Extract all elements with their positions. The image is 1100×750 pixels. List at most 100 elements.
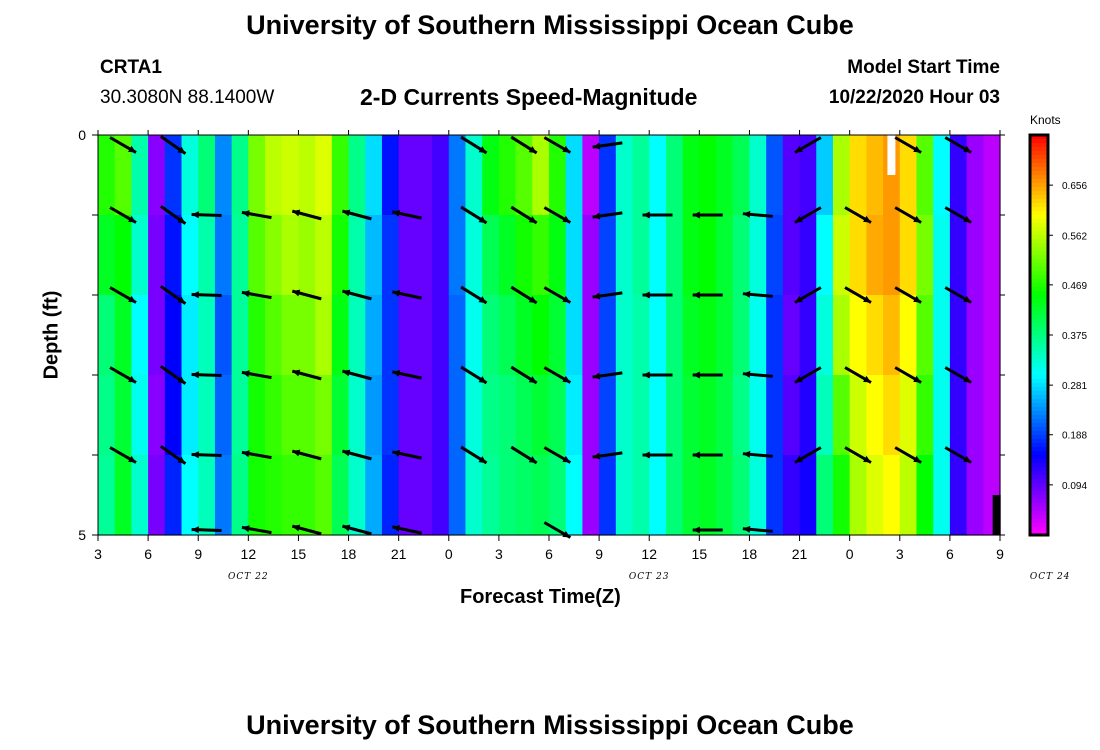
colorbar-segment bbox=[1030, 483, 1048, 488]
heatmap-cell bbox=[816, 375, 834, 456]
colorbar-segment bbox=[1030, 447, 1048, 452]
heatmap-cell bbox=[315, 375, 333, 456]
heatmap-cell bbox=[899, 135, 918, 216]
x-axis: 3 6 9 12 15 18 21 0 3 6 9 12 15 18 21 0 3 6 9 OCT 22 OCT 23 O… bbox=[94, 130, 1071, 582]
x-tick-label: 12 bbox=[241, 546, 257, 562]
colorbar-segment bbox=[1030, 471, 1048, 476]
current-arrow bbox=[894, 446, 922, 464]
heatmap-cell bbox=[933, 375, 951, 456]
colorbar-tick-label: 0.281 bbox=[1062, 381, 1087, 392]
date-label: OCT 24 bbox=[1030, 572, 1071, 582]
heatmap-cell bbox=[832, 215, 851, 296]
heatmap-cell bbox=[582, 215, 600, 296]
heatmap-cell bbox=[716, 375, 734, 456]
heatmap-cell bbox=[181, 455, 199, 536]
heatmap-cell bbox=[966, 295, 984, 376]
colorbar-segment bbox=[1030, 283, 1048, 288]
heatmap-cell bbox=[632, 455, 650, 536]
heatmap-cell bbox=[866, 455, 884, 536]
current-arrow bbox=[543, 286, 572, 304]
heatmap-cell bbox=[549, 375, 567, 456]
heatmap-cell bbox=[315, 135, 333, 216]
heatmap-cell bbox=[415, 295, 433, 376]
current-arrow bbox=[342, 449, 372, 461]
current-arrow bbox=[241, 210, 272, 220]
heatmap-cell bbox=[916, 455, 934, 536]
heatmap-cell bbox=[432, 455, 450, 536]
colorbar-segment bbox=[1030, 363, 1048, 368]
heatmap-cell bbox=[465, 295, 483, 376]
colorbar-segment bbox=[1030, 319, 1048, 324]
heatmap-cell bbox=[98, 455, 116, 536]
heatmap-cell bbox=[532, 375, 550, 456]
heatmap-cell bbox=[565, 135, 584, 216]
heatmap-cell bbox=[899, 455, 918, 536]
current-arrow bbox=[944, 136, 972, 154]
station-id: CRTA1 bbox=[100, 57, 162, 78]
heatmap-cell bbox=[214, 295, 233, 376]
heatmap-cell bbox=[665, 455, 684, 536]
heatmap-cell bbox=[866, 215, 884, 296]
heatmap-cell bbox=[214, 215, 233, 296]
heatmap-cell bbox=[365, 455, 383, 536]
colorbar-segment bbox=[1030, 307, 1048, 312]
current-arrow bbox=[944, 206, 972, 224]
heatmap-cell bbox=[682, 135, 700, 216]
current-arrow bbox=[543, 136, 572, 154]
colorbar-segment bbox=[1030, 419, 1048, 424]
heatmap-cell bbox=[315, 455, 333, 536]
heatmap-cell bbox=[331, 295, 350, 376]
x-tick-label: 3 bbox=[896, 546, 904, 562]
heatmap-cell bbox=[766, 215, 784, 296]
model-start-label: Model Start Time bbox=[847, 57, 1000, 78]
colorbar-segment bbox=[1030, 459, 1048, 464]
heatmap-cell bbox=[398, 215, 416, 296]
heatmap-cell bbox=[214, 135, 233, 216]
heatmap-cell bbox=[766, 295, 784, 376]
current-arrow bbox=[241, 290, 272, 300]
current-arrow bbox=[510, 285, 538, 305]
heatmap-cell bbox=[816, 135, 834, 216]
heatmap-cell bbox=[281, 455, 300, 536]
current-arrow bbox=[392, 289, 423, 300]
colorbar-segment bbox=[1030, 295, 1048, 300]
current-arrow bbox=[794, 206, 822, 224]
colorbar-segment bbox=[1030, 435, 1048, 440]
heatmap-cell bbox=[348, 295, 366, 376]
heatmap-cell bbox=[465, 135, 483, 216]
colorbar-segment bbox=[1030, 187, 1048, 192]
heatmap-cell bbox=[265, 135, 283, 216]
colorbar-segment bbox=[1030, 291, 1048, 296]
colorbar-segment bbox=[1030, 431, 1048, 436]
current-arrow bbox=[191, 371, 222, 379]
current-arrow bbox=[894, 206, 922, 224]
current-arrow bbox=[894, 366, 922, 384]
current-arrow bbox=[160, 285, 187, 305]
current-arrow bbox=[894, 286, 922, 304]
heatmap-cell bbox=[816, 455, 834, 536]
heatmap-cell bbox=[131, 455, 149, 536]
current-arrow bbox=[510, 135, 538, 155]
current-arrow bbox=[543, 446, 572, 464]
heatmap-cells bbox=[98, 135, 1001, 536]
heatmap-cell bbox=[532, 295, 550, 376]
heatmap-cell bbox=[198, 455, 216, 536]
current-arrow bbox=[109, 286, 137, 304]
current-arrow bbox=[460, 285, 488, 305]
heatmap-cell bbox=[298, 135, 316, 216]
current-arrow bbox=[944, 366, 972, 384]
heatmap-cell bbox=[582, 135, 600, 216]
model-start-value: 10/22/2020 Hour 03 bbox=[828, 87, 1000, 108]
x-tick-label: 0 bbox=[445, 546, 453, 562]
colorbar-segment bbox=[1030, 391, 1048, 396]
current-arrow bbox=[592, 291, 623, 300]
colorbar-segment bbox=[1030, 151, 1048, 156]
current-arrow bbox=[794, 446, 822, 464]
heatmap-cell bbox=[749, 455, 767, 536]
heatmap-cell bbox=[699, 215, 717, 296]
heatmap-cell bbox=[465, 215, 483, 296]
heatmap-cell bbox=[649, 295, 667, 376]
colorbar-segment bbox=[1030, 343, 1048, 348]
heatmap-cell bbox=[164, 295, 183, 376]
